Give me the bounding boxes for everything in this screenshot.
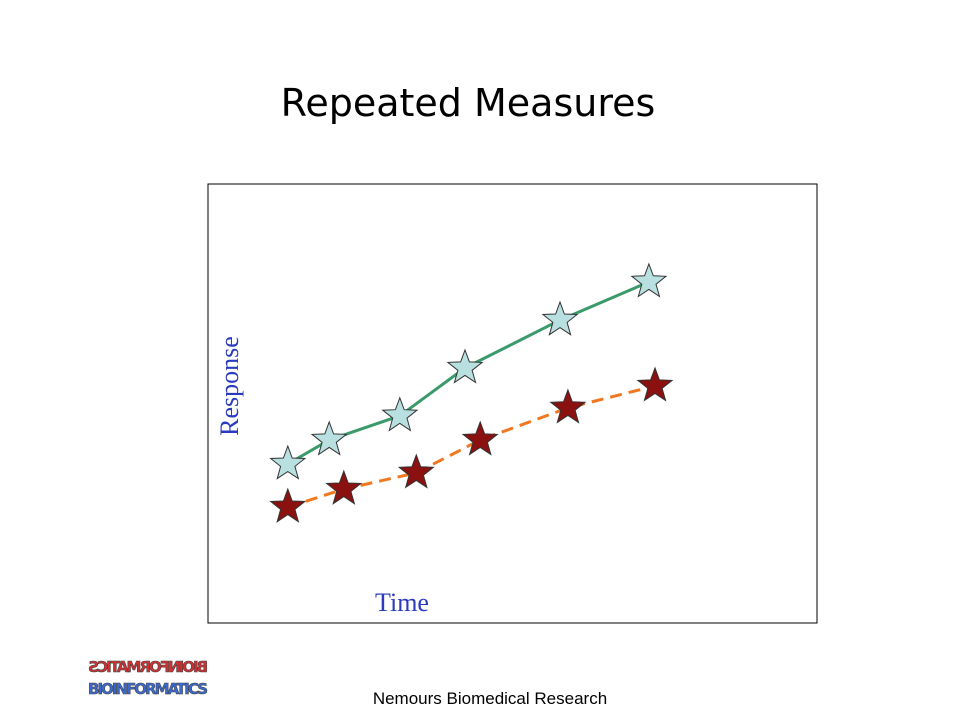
star-marker [325, 469, 363, 505]
star-marker [461, 420, 499, 456]
star-marker [549, 388, 587, 424]
star-marker [269, 487, 307, 523]
chart-title: Repeated Measures [281, 81, 656, 125]
star-marker [381, 396, 419, 432]
plot-frame [207, 183, 818, 624]
footer: Nemours Biomedical Research [373, 689, 607, 708]
star-marker [630, 262, 668, 298]
star-marker [636, 366, 674, 402]
star-marker [310, 420, 348, 456]
star-marker [269, 444, 307, 480]
star-marker [541, 300, 579, 336]
star-marker [446, 348, 484, 384]
y-axis-label: Response [215, 336, 244, 436]
star-marker [397, 453, 435, 489]
logo-text-mirrored: BIOINFORMATICS [88, 658, 208, 676]
logo: BIOINFORMATICS BIOINFORMATICS [88, 658, 209, 699]
logo-text: BIOINFORMATICS [88, 680, 208, 698]
x-axis-label: Time [375, 588, 429, 617]
